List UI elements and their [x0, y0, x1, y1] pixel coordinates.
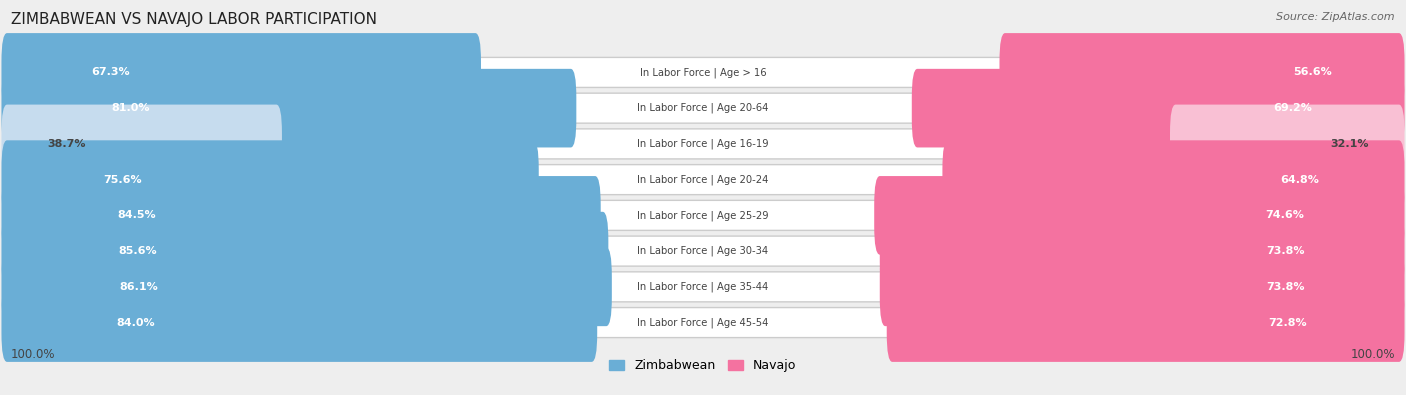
FancyBboxPatch shape [7, 236, 1399, 266]
Text: 100.0%: 100.0% [10, 348, 55, 361]
Text: 64.8%: 64.8% [1281, 175, 1319, 184]
FancyBboxPatch shape [880, 212, 1405, 290]
FancyBboxPatch shape [880, 248, 1405, 326]
Text: 73.8%: 73.8% [1267, 246, 1305, 256]
FancyBboxPatch shape [1, 248, 612, 326]
Text: 32.1%: 32.1% [1330, 139, 1369, 149]
Text: 100.0%: 100.0% [1351, 348, 1396, 361]
Text: In Labor Force | Age 20-24: In Labor Force | Age 20-24 [637, 174, 769, 185]
FancyBboxPatch shape [7, 200, 1399, 230]
FancyBboxPatch shape [942, 140, 1405, 219]
FancyBboxPatch shape [1, 69, 576, 147]
Text: In Labor Force | Age 16-19: In Labor Force | Age 16-19 [637, 139, 769, 149]
Text: 72.8%: 72.8% [1268, 318, 1306, 327]
Text: In Labor Force | Age > 16: In Labor Force | Age > 16 [640, 67, 766, 78]
FancyBboxPatch shape [7, 165, 1399, 195]
Text: 86.1%: 86.1% [120, 282, 159, 292]
Text: 74.6%: 74.6% [1265, 211, 1305, 220]
Text: ZIMBABWEAN VS NAVAJO LABOR PARTICIPATION: ZIMBABWEAN VS NAVAJO LABOR PARTICIPATION [11, 12, 377, 27]
Text: 81.0%: 81.0% [112, 103, 150, 113]
FancyBboxPatch shape [887, 283, 1405, 362]
Text: 38.7%: 38.7% [46, 139, 86, 149]
FancyBboxPatch shape [7, 308, 1399, 338]
FancyBboxPatch shape [1170, 105, 1405, 183]
FancyBboxPatch shape [1, 140, 538, 219]
Text: In Labor Force | Age 45-54: In Labor Force | Age 45-54 [637, 317, 769, 328]
Text: 75.6%: 75.6% [104, 175, 142, 184]
FancyBboxPatch shape [7, 93, 1399, 123]
Text: 85.6%: 85.6% [118, 246, 157, 256]
Legend: Zimbabwean, Navajo: Zimbabwean, Navajo [605, 354, 801, 377]
Text: In Labor Force | Age 35-44: In Labor Force | Age 35-44 [637, 282, 769, 292]
Text: 84.0%: 84.0% [117, 318, 155, 327]
FancyBboxPatch shape [1, 212, 609, 290]
FancyBboxPatch shape [1, 176, 600, 255]
FancyBboxPatch shape [911, 69, 1405, 147]
FancyBboxPatch shape [875, 176, 1405, 255]
Text: Source: ZipAtlas.com: Source: ZipAtlas.com [1277, 12, 1395, 22]
Text: In Labor Force | Age 30-34: In Labor Force | Age 30-34 [637, 246, 769, 256]
FancyBboxPatch shape [7, 129, 1399, 159]
Text: 69.2%: 69.2% [1274, 103, 1312, 113]
Text: In Labor Force | Age 20-64: In Labor Force | Age 20-64 [637, 103, 769, 113]
Text: 56.6%: 56.6% [1294, 68, 1331, 77]
Text: 84.5%: 84.5% [117, 211, 156, 220]
FancyBboxPatch shape [1, 105, 283, 183]
FancyBboxPatch shape [1, 33, 481, 112]
Text: In Labor Force | Age 25-29: In Labor Force | Age 25-29 [637, 210, 769, 221]
FancyBboxPatch shape [7, 272, 1399, 302]
FancyBboxPatch shape [7, 57, 1399, 87]
FancyBboxPatch shape [1000, 33, 1405, 112]
Text: 73.8%: 73.8% [1267, 282, 1305, 292]
Text: 67.3%: 67.3% [91, 68, 129, 77]
FancyBboxPatch shape [1, 283, 598, 362]
